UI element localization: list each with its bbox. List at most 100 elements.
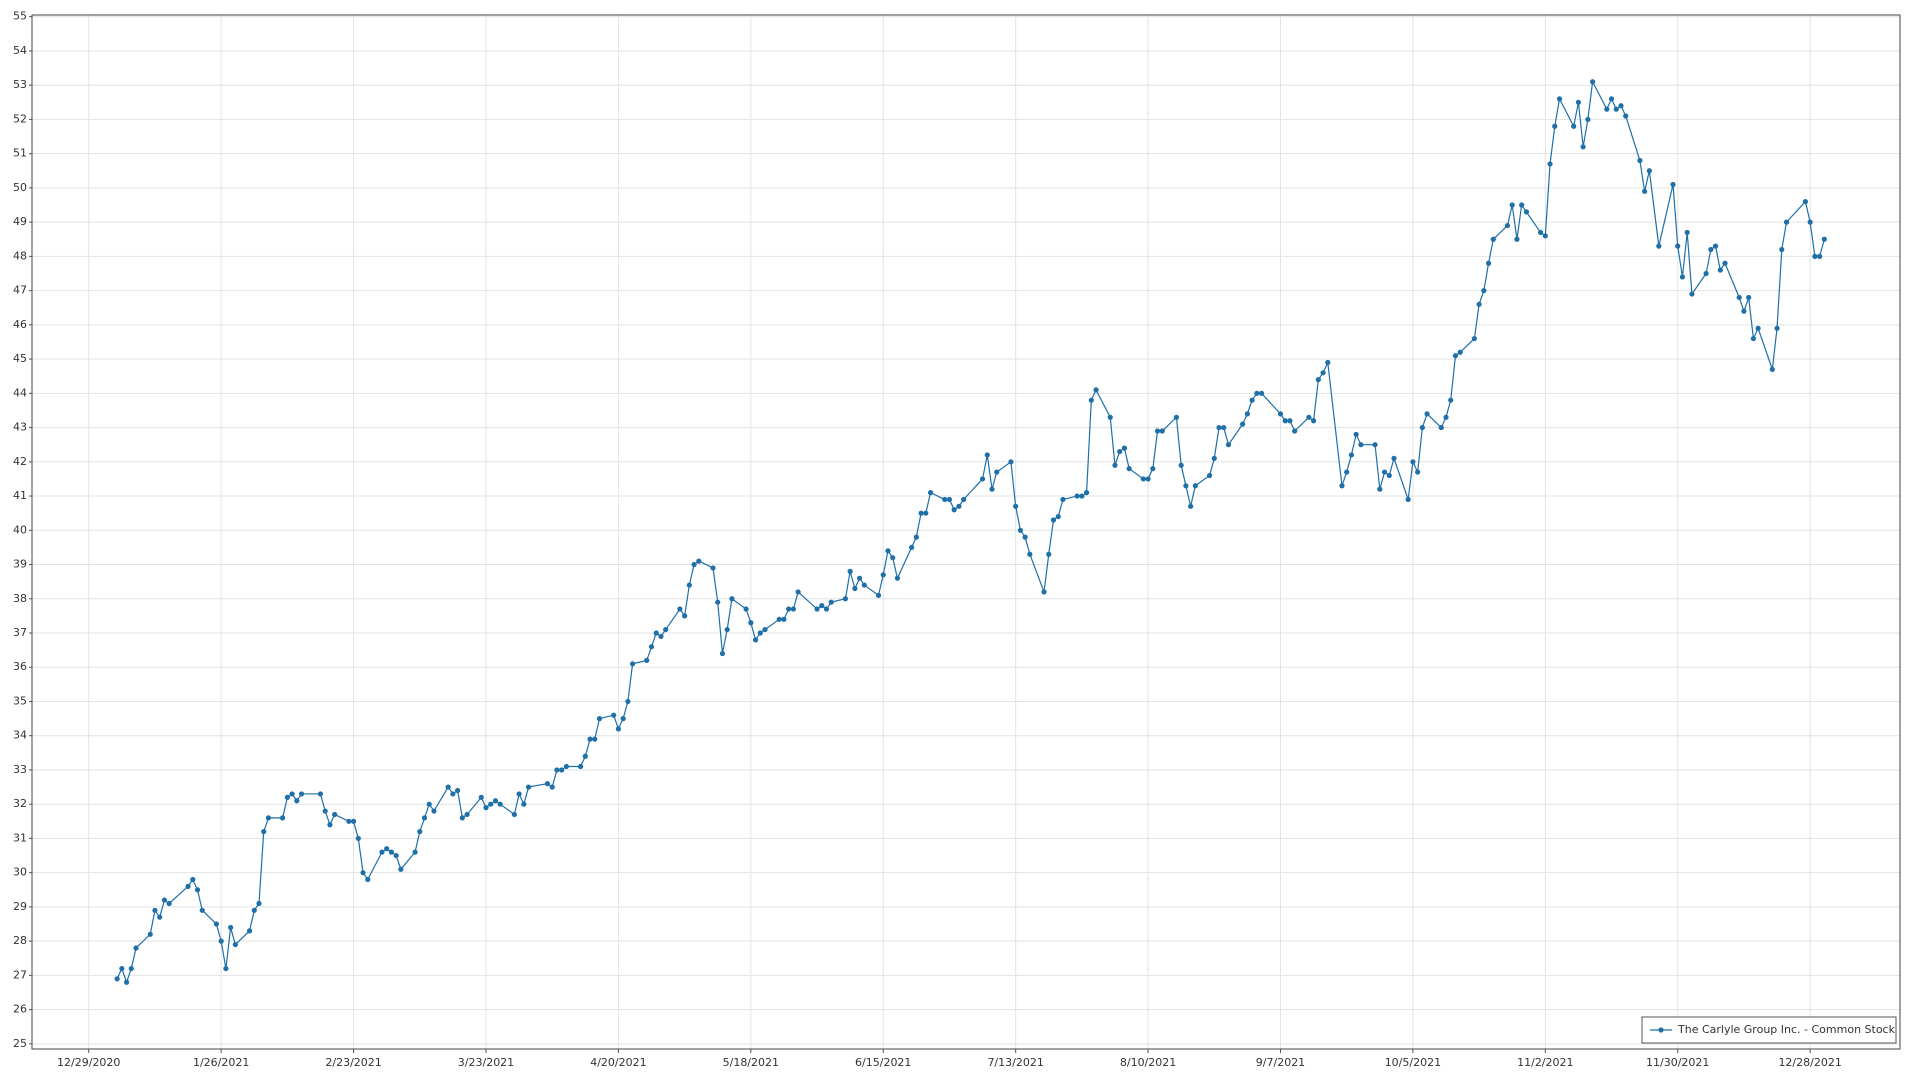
point: [521, 801, 527, 807]
point: [379, 849, 385, 855]
point: [185, 883, 191, 889]
point: [1585, 116, 1591, 123]
point: [1159, 428, 1165, 434]
point: [795, 589, 801, 595]
point: [762, 626, 768, 633]
y-tick-label: 45: [13, 352, 27, 365]
point: [1391, 455, 1397, 461]
point: [161, 897, 168, 903]
point: [1348, 452, 1355, 458]
point: [1750, 335, 1756, 342]
x-tick-label: 8/10/2021: [1120, 1056, 1176, 1069]
point: [251, 907, 257, 913]
point: [322, 808, 328, 814]
point: [350, 818, 357, 824]
y-tick-label: 38: [13, 592, 27, 605]
y-tick-label: 44: [13, 386, 27, 399]
x-tick-label: 10/5/2021: [1385, 1056, 1441, 1069]
x-tick-label: 6/15/2021: [855, 1056, 911, 1069]
point: [942, 496, 948, 503]
point: [289, 791, 295, 797]
point: [1443, 414, 1449, 420]
y-tick-label: 47: [13, 284, 27, 297]
point: [261, 828, 267, 835]
point: [1452, 353, 1459, 359]
point: [1225, 442, 1232, 448]
point: [719, 650, 726, 657]
point: [563, 763, 569, 770]
x-tick-label: 2/23/2021: [325, 1056, 381, 1069]
point: [450, 791, 456, 797]
point: [984, 452, 990, 458]
point: [284, 794, 290, 800]
point: [1613, 106, 1619, 112]
point: [1604, 106, 1610, 112]
point: [1623, 113, 1629, 119]
x-tick-label: 1/26/2021: [193, 1056, 249, 1069]
y-tick-label: 25: [13, 1037, 27, 1050]
point: [1240, 421, 1246, 427]
point: [544, 781, 551, 787]
point: [232, 941, 238, 948]
point: [658, 633, 664, 640]
point: [786, 606, 792, 612]
point: [1074, 493, 1080, 499]
legend-box: [1641, 1016, 1897, 1044]
point: [431, 808, 437, 814]
point: [327, 822, 333, 828]
y-tick-label: 55: [13, 10, 27, 23]
point: [1211, 455, 1217, 461]
y-tick-label: 46: [13, 318, 27, 331]
point: [1689, 291, 1695, 297]
y-tick-label: 30: [13, 866, 27, 879]
point: [663, 626, 669, 633]
point: [1712, 243, 1719, 249]
point: [1112, 462, 1118, 468]
point: [317, 791, 324, 797]
point: [1736, 294, 1742, 301]
point: [1372, 442, 1378, 448]
point: [885, 548, 891, 554]
point: [213, 921, 220, 927]
point: [1821, 236, 1827, 242]
y-tick-label: 37: [13, 626, 27, 639]
point: [1419, 424, 1425, 431]
point: [1117, 448, 1123, 455]
point: [629, 661, 636, 667]
point: [752, 637, 759, 643]
point: [1386, 472, 1392, 479]
point: [1575, 99, 1582, 105]
point: [360, 870, 366, 876]
point: [918, 510, 924, 516]
point: [1802, 198, 1809, 205]
point: [1206, 472, 1213, 479]
point: [1121, 445, 1128, 451]
y-tick-label: 50: [13, 181, 27, 194]
point: [1490, 236, 1496, 242]
point: [1405, 496, 1411, 503]
point: [644, 657, 650, 663]
y-tick-label: 48: [13, 249, 27, 262]
y-tick-label: 27: [13, 968, 27, 981]
y-tick-label: 29: [13, 900, 27, 913]
point: [1358, 442, 1364, 448]
point: [1282, 418, 1288, 424]
y-tick-label: 42: [13, 455, 27, 468]
point: [1590, 79, 1596, 85]
point: [1504, 222, 1511, 229]
point: [946, 496, 953, 503]
point: [119, 965, 125, 972]
point: [190, 876, 196, 883]
legend-label: The Carlyle Group Inc. - Common Stock: [1677, 1023, 1896, 1036]
point: [1608, 96, 1615, 102]
point: [776, 616, 782, 622]
point: [332, 811, 338, 818]
point: [582, 753, 588, 759]
point: [1415, 469, 1421, 475]
point: [1344, 469, 1350, 475]
point: [1088, 397, 1094, 403]
point: [648, 644, 655, 650]
point: [483, 805, 489, 811]
point: [961, 496, 967, 503]
point: [559, 767, 565, 773]
